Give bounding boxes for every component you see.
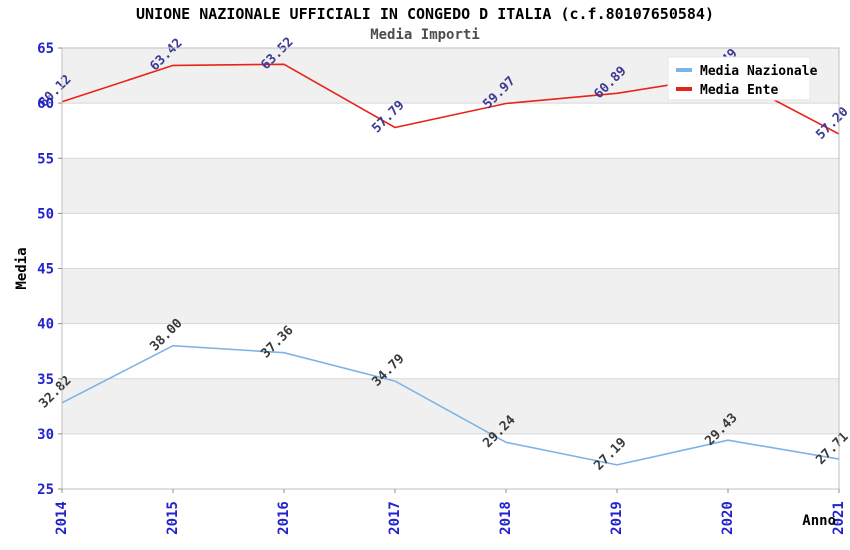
grid-band [62,268,839,324]
y-axis-tick-label: 30 [37,427,54,443]
y-axis-tick-label: 55 [37,151,54,167]
chart-subtitle: Media Importi [370,27,480,43]
x-axis-tick-label: 2016 [276,501,292,535]
chart-title: UNIONE NAZIONALE UFFICIALI IN CONGEDO D … [136,5,714,23]
grid-band [62,103,839,159]
y-axis-tick-label: 60 [37,96,54,112]
legend: Media Nazionale Media Ente [667,56,818,101]
x-axis-tick-label: 2015 [165,501,181,535]
grid-band [62,158,839,214]
x-axis-tick-label: 2014 [54,501,70,535]
grid-band [62,213,839,269]
legend-swatch [676,87,692,91]
x-axis-tick-label: 2019 [609,501,625,535]
y-axis-tick-label: 65 [37,41,54,57]
legend-label: Media Ente [700,83,778,98]
y-axis-tick-label: 35 [37,372,54,388]
grid-band [62,433,839,489]
series-line-media-nazionale [61,344,840,466]
y-axis-tick-label: 45 [37,262,54,278]
legend-label: Media Nazionale [700,64,818,79]
grid-band [62,378,839,434]
grid-band [62,323,839,379]
legend-item: Media Nazionale [676,64,818,79]
x-axis-tick-label: 2018 [498,501,514,535]
y-axis-tick-label: 25 [37,482,54,498]
x-axis-tick-label: 2020 [720,501,736,535]
x-axis-tick-label: 2017 [387,501,403,535]
legend-item: Media Ente [676,83,778,98]
x-axis-title: Anno [802,513,836,529]
y-axis-tick-label: 40 [37,317,54,333]
y-axis-title: Media [14,247,30,289]
x-axis-tick-label: 2021 [831,501,847,535]
legend-swatch [676,68,692,72]
y-axis-tick-label: 50 [37,206,54,222]
legend-box [667,56,811,101]
